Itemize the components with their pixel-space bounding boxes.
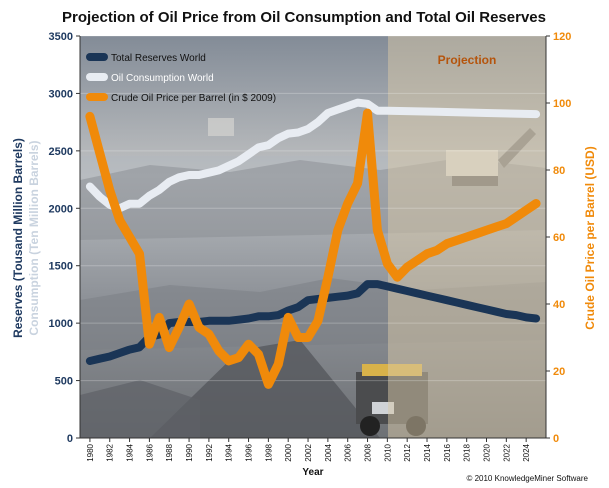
y-axis-label-reserves: Reserves (Tousand Million Barrels): [11, 138, 25, 338]
x-tick-label-2: 1984: [126, 443, 135, 461]
x-tick-label-12: 2004: [324, 443, 333, 461]
x-tick-label-8: 1996: [245, 443, 254, 461]
x-axis-label: Year: [302, 467, 323, 478]
right-tick-label-6: 120: [553, 31, 571, 43]
right-tick-label-4: 80: [553, 165, 565, 177]
plot-background: [80, 36, 546, 438]
legend-label-price: Crude Oil Price per Barrel (in $ 2009): [111, 93, 276, 104]
x-tick-label-4: 1988: [165, 443, 174, 461]
x-tick-label-5: 1990: [185, 443, 194, 461]
x-tick-label-11: 2002: [304, 443, 313, 461]
y-axis-label-price: Crude Oil Price per Barrel (USD): [583, 146, 597, 329]
series-line-price: [85, 108, 541, 389]
right-tick-label-5: 100: [553, 98, 571, 110]
right-tick-label-2: 40: [553, 299, 565, 311]
x-tick-label-9: 1998: [264, 443, 273, 461]
left-tick-label-3: 1500: [49, 261, 73, 273]
right-tick-label-1: 20: [553, 366, 565, 378]
x-tick-label-1: 1982: [106, 443, 115, 461]
legend: Total Reserves World Oil Consumption Wor…: [86, 53, 276, 104]
x-tick-label-19: 2018: [463, 443, 472, 461]
x-tick-label-13: 2006: [344, 443, 353, 461]
x-tick-label-3: 1986: [145, 443, 154, 461]
left-tick-label-6: 3000: [49, 88, 73, 100]
left-tick-label-2: 1000: [49, 318, 73, 330]
x-tick-label-0: 1980: [86, 443, 95, 461]
left-tick-label-1: 500: [55, 376, 73, 388]
legend-label-reserves: Total Reserves World: [111, 53, 206, 64]
x-tick-label-17: 2014: [423, 443, 432, 461]
x-tick-label-20: 2020: [483, 443, 492, 461]
right-tick-label-0: 0: [553, 433, 559, 445]
left-axis-ticks: 0 500 1000 1500 2000 2500 3000 3500: [49, 31, 80, 445]
left-tick-label-7: 3500: [49, 31, 73, 43]
left-tick-label-4: 2000: [49, 203, 73, 215]
x-tick-label-21: 2022: [502, 443, 511, 461]
y-axis-label-consumption: Consumption (Ten Million Barrels): [27, 140, 41, 335]
copyright: © 2010 KnowledgeMiner Software: [466, 474, 588, 483]
x-tick-label-7: 1994: [225, 443, 234, 461]
x-tick-label-10: 2000: [284, 443, 293, 461]
x-axis-ticks: 1980 1982 1984 1986 1988 1990 1992 1994 1996 1998…: [86, 438, 531, 462]
x-tick-label-14: 2008: [364, 443, 373, 461]
x-tick-label-15: 2010: [383, 443, 392, 461]
left-tick-label-5: 2500: [49, 146, 73, 158]
x-tick-label-22: 2024: [522, 443, 531, 461]
x-tick-label-16: 2012: [403, 443, 412, 461]
projection-label: Projection: [438, 53, 497, 67]
x-tick-label-18: 2016: [443, 443, 452, 461]
legend-label-consumption: Oil Consumption World: [111, 73, 214, 84]
series-line-consumption: [85, 98, 541, 213]
right-axis-ticks: 0 20 40 60 80 100 120: [546, 31, 571, 445]
series-layer: [85, 98, 541, 389]
x-tick-label-6: 1992: [205, 443, 214, 461]
left-tick-label-0: 0: [67, 433, 73, 445]
chart-title: Projection of Oil Price from Oil Consump…: [62, 9, 546, 26]
right-tick-label-3: 60: [553, 232, 565, 244]
